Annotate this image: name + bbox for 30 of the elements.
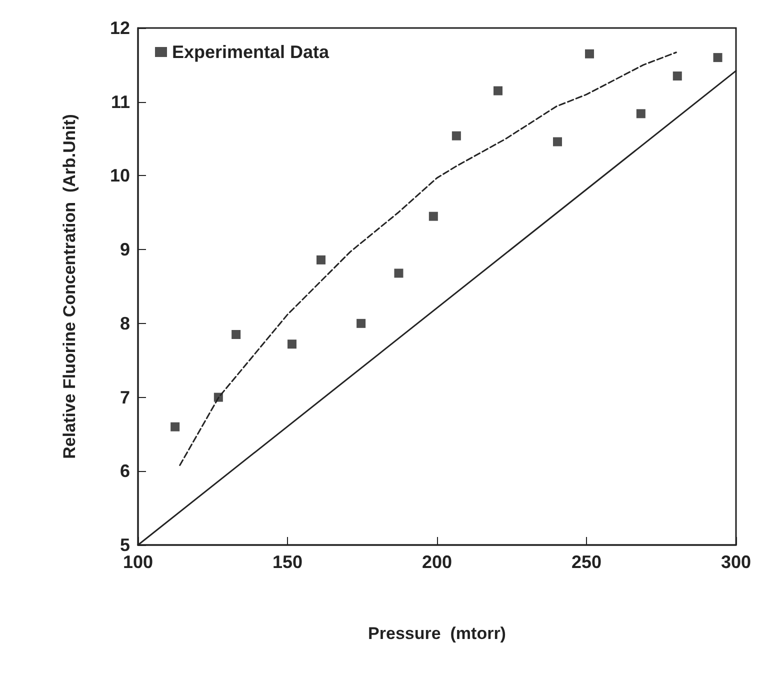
- x-tick-label: 100: [122, 552, 154, 572]
- x-tick-label: 150: [272, 552, 303, 572]
- y-axis-title: Relative Fluorine Concentration (Arb.Unit): [60, 114, 79, 459]
- point: [428, 212, 438, 221]
- point: [287, 340, 296, 349]
- y-tick-label: 8: [120, 313, 130, 334]
- point: [713, 53, 722, 62]
- y-tick-label: 12: [110, 18, 130, 38]
- x-tick-label: 300: [720, 552, 752, 572]
- x-axis-title: Pressure (mtorr): [368, 624, 506, 643]
- point: [394, 268, 404, 278]
- point: [672, 72, 682, 81]
- point: [170, 422, 180, 432]
- y-tick-label: 9: [120, 240, 130, 260]
- x-tick-label: 200: [422, 552, 452, 572]
- y-tick-label: 11: [110, 92, 130, 112]
- point: [316, 255, 326, 264]
- point: [356, 318, 366, 328]
- point: [584, 49, 594, 58]
- legend-label: Experimental Data: [172, 42, 330, 62]
- point: [232, 330, 241, 340]
- y-tick-label: 6: [120, 461, 130, 482]
- y-tick-label: 5: [120, 535, 130, 555]
- point: [493, 86, 502, 96]
- x-tick-label: 250: [571, 552, 602, 572]
- y-tick-label: 7: [120, 387, 130, 408]
- y-tick-label: 10: [110, 166, 130, 186]
- point: [636, 109, 646, 118]
- point: [452, 131, 461, 140]
- point: [552, 137, 562, 146]
